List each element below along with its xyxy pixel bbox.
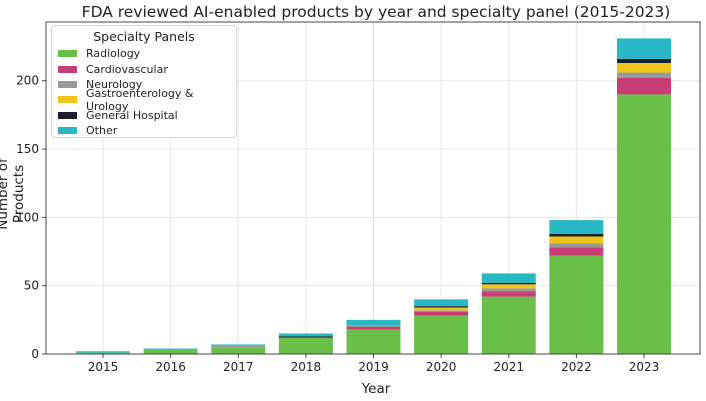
bar-cardiovascular-2019 (346, 326, 401, 330)
bar-radiology-2018 (278, 337, 333, 354)
legend-swatch (58, 50, 77, 58)
bar-cardiovascular-2022 (549, 247, 604, 256)
bar-neurology-2019 (346, 325, 401, 327)
bar-radiology-2022 (549, 255, 604, 354)
bar-neurology-2023 (617, 72, 671, 79)
x-tick-label: 2022 (561, 360, 592, 374)
bar-other-2020 (414, 299, 469, 307)
x-tick-label: 2016 (155, 360, 186, 374)
bar-neurology-2017 (211, 345, 266, 348)
bar-other-2015 (76, 351, 130, 353)
y-tick-label: 200 (16, 74, 39, 88)
bar-radiology-2019 (346, 329, 401, 354)
y-tick-label: 100 (16, 210, 39, 224)
y-tick-label: 0 (31, 347, 39, 361)
bar-gastroenterology-urology-2020 (414, 307, 469, 311)
bar-general-hospital-2023 (617, 58, 671, 63)
bar-radiology-2017 (211, 347, 266, 354)
legend-swatch (58, 111, 77, 119)
legend-label: Cardiovascular (86, 62, 168, 76)
x-axis-label: Year (361, 381, 391, 397)
legend-item: Cardiovascular (52, 61, 236, 76)
legend-title: Specialty Panels (93, 29, 195, 44)
bar-general-hospital-2018 (278, 336, 333, 338)
legend-label: Radiology (86, 47, 141, 61)
bar-radiology-2021 (481, 296, 536, 354)
x-tick-label: 2015 (88, 360, 119, 374)
bar-neurology-2020 (414, 310, 469, 312)
legend-swatch (58, 127, 77, 135)
legend-label: Other (86, 124, 118, 138)
legend-swatch (58, 96, 77, 104)
x-tick-label: 2023 (629, 360, 660, 374)
bar-other-2021 (481, 273, 536, 283)
bar-radiology-2020 (414, 315, 469, 354)
bar-gastroenterology-urology-2023 (617, 62, 671, 73)
legend-label: Neurology (86, 77, 143, 91)
bar-other-2018 (278, 333, 333, 337)
bar-neurology-2022 (549, 243, 604, 248)
y-tick-label: 150 (16, 142, 39, 156)
y-tick-label: 50 (24, 279, 39, 293)
bar-general-hospital-2021 (481, 282, 536, 285)
legend-item: Gastroenterology & Urology (52, 87, 236, 113)
legend-label: General Hospital (86, 108, 178, 122)
bar-other-2019 (346, 319, 401, 326)
bar-radiology-2015 (76, 352, 130, 354)
chart-title: FDA reviewed AI-enabled products by year… (81, 3, 671, 21)
bar-radiology-2016 (143, 349, 198, 354)
bar-gastroenterology-urology-2022 (549, 236, 604, 244)
x-tick-label: 2018 (291, 360, 322, 374)
x-tick-label: 2021 (493, 360, 524, 374)
legend-swatch (58, 80, 77, 88)
bar-other-2022 (549, 220, 604, 234)
bar-general-hospital-2022 (549, 233, 604, 237)
bar-other-2017 (211, 344, 266, 346)
bar-cardiovascular-2023 (617, 78, 671, 95)
bar-other-2023 (617, 38, 671, 59)
legend: Specialty Panels Radiology Cardiovascular… (51, 25, 237, 138)
bar-neurology-2021 (481, 288, 536, 292)
bar-general-hospital-2020 (414, 306, 469, 308)
plot-frame (45, 21, 701, 355)
x-tick-label: 2019 (358, 360, 389, 374)
legend-item: General Hospital (52, 108, 236, 123)
bar-radiology-2023 (617, 94, 671, 354)
x-tick-label: 2020 (426, 360, 457, 374)
bar-other-2016 (143, 348, 198, 350)
legend-item: Other (52, 123, 236, 138)
bar-cardiovascular-2021 (481, 291, 536, 297)
bar-gastroenterology-urology-2021 (481, 284, 536, 289)
legend-items: Radiology Cardiovascular Neurology Gastroen… (52, 46, 236, 138)
bar-cardiovascular-2020 (414, 311, 469, 316)
legend-swatch (58, 65, 77, 73)
y-axis-label: Number of Products (0, 158, 27, 230)
legend-label: Gastroenterology & Urology (86, 86, 194, 113)
legend-item: Neurology (52, 77, 236, 92)
legend-item: Radiology (52, 46, 236, 61)
x-tick-label: 2017 (223, 360, 254, 374)
